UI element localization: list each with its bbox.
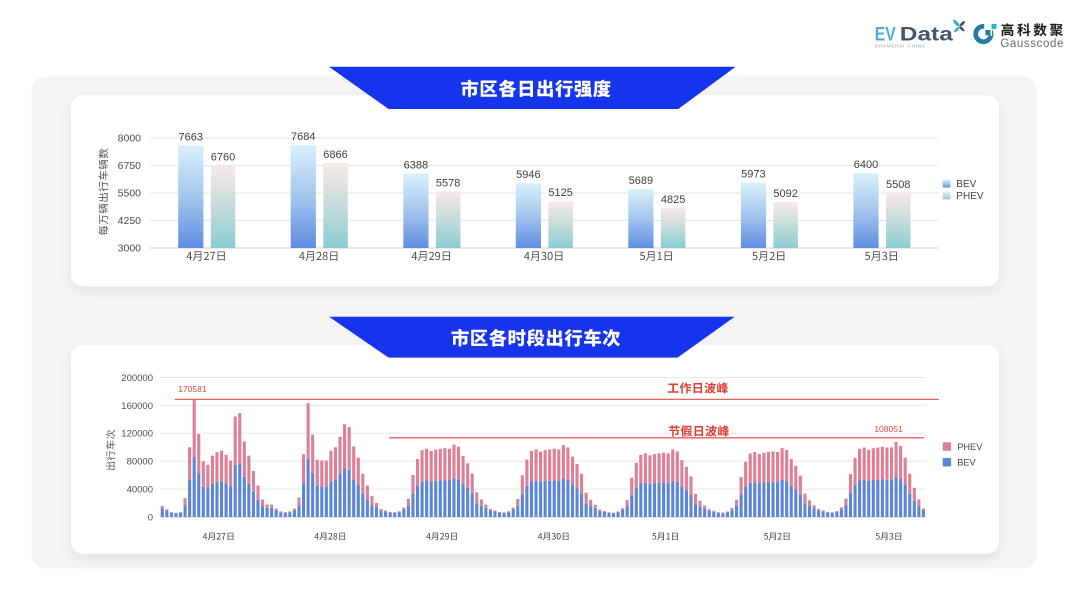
svg-text:5973: 5973	[741, 169, 765, 181]
svg-text:Data: Data	[900, 25, 954, 46]
svg-text:PHEV: PHEV	[957, 442, 983, 452]
svg-text:200000: 200000	[121, 373, 153, 384]
svg-text:6400: 6400	[854, 159, 878, 171]
svg-text:BEV: BEV	[956, 179, 976, 190]
svg-text:80000: 80000	[127, 457, 153, 468]
svg-text:3000: 3000	[118, 243, 142, 255]
svg-text:120000: 120000	[121, 429, 153, 440]
svg-text:160000: 160000	[121, 401, 153, 412]
svg-text:EV: EV	[875, 25, 896, 46]
svg-text:5689: 5689	[629, 175, 653, 187]
svg-text:SHANGHAI: SHANGHAI	[875, 43, 905, 48]
svg-text:108051: 108051	[874, 424, 903, 434]
svg-text:CHINA: CHINA	[908, 43, 926, 48]
svg-text:7663: 7663	[179, 131, 203, 143]
svg-text:6760: 6760	[211, 151, 235, 163]
svg-text:0: 0	[148, 512, 153, 523]
svg-text:Gausscode: Gausscode	[1000, 38, 1064, 50]
svg-text:5092: 5092	[773, 188, 797, 200]
svg-text:PHEV: PHEV	[956, 191, 984, 202]
svg-text:5508: 5508	[886, 179, 910, 191]
svg-text:8000: 8000	[118, 133, 142, 145]
svg-text:7684: 7684	[291, 131, 315, 143]
svg-text:4250: 4250	[118, 215, 142, 227]
svg-text:5500: 5500	[118, 188, 142, 200]
svg-text:6388: 6388	[404, 160, 428, 172]
svg-text:6866: 6866	[323, 149, 347, 161]
svg-text:6750: 6750	[118, 160, 142, 172]
svg-text:5578: 5578	[436, 177, 460, 189]
svg-text:5125: 5125	[548, 187, 572, 199]
svg-text:BEV: BEV	[957, 458, 976, 468]
svg-text:4825: 4825	[661, 194, 685, 206]
svg-text:170581: 170581	[178, 384, 207, 394]
svg-text:40000: 40000	[127, 485, 153, 496]
svg-text:5946: 5946	[516, 169, 540, 181]
